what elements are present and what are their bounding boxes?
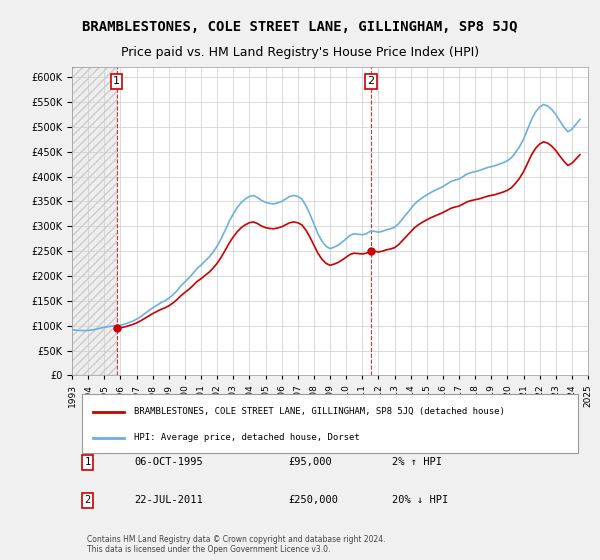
Text: 1: 1 [85,457,91,467]
Text: £95,000: £95,000 [289,457,332,467]
Text: 2: 2 [368,77,374,86]
Text: 22-JUL-2011: 22-JUL-2011 [134,495,203,505]
Text: HPI: Average price, detached house, Dorset: HPI: Average price, detached house, Dors… [134,433,359,442]
Text: 2% ↑ HPI: 2% ↑ HPI [392,457,442,467]
Text: BRAMBLESTONES, COLE STREET LANE, GILLINGHAM, SP8 5JQ (detached house): BRAMBLESTONES, COLE STREET LANE, GILLING… [134,407,505,416]
Text: £250,000: £250,000 [289,495,339,505]
Text: Price paid vs. HM Land Registry's House Price Index (HPI): Price paid vs. HM Land Registry's House … [121,46,479,59]
Text: 1: 1 [113,77,120,86]
Text: Contains HM Land Registry data © Crown copyright and database right 2024.
This d: Contains HM Land Registry data © Crown c… [88,535,386,554]
Text: 2: 2 [85,495,91,505]
Text: BRAMBLESTONES, COLE STREET LANE, GILLINGHAM, SP8 5JQ: BRAMBLESTONES, COLE STREET LANE, GILLING… [82,20,518,34]
Text: 20% ↓ HPI: 20% ↓ HPI [392,495,448,505]
Bar [72,67,116,375]
FancyBboxPatch shape [82,394,578,454]
Text: 06-OCT-1995: 06-OCT-1995 [134,457,203,467]
